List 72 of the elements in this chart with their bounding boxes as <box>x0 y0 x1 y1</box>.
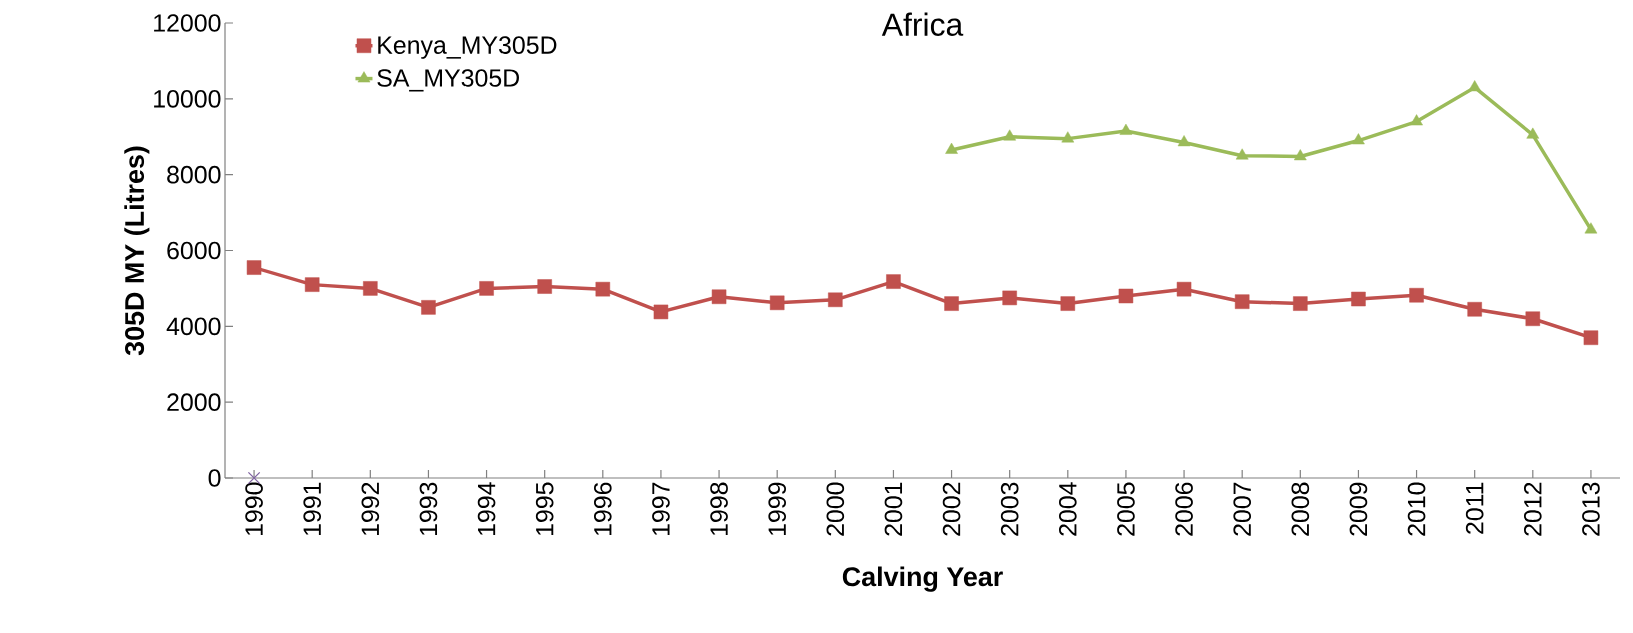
chart-title: Africa <box>881 12 964 36</box>
y-tick-label: 0 <box>208 469 221 487</box>
point <box>1177 135 1191 147</box>
x-tick-label: 2003 <box>1000 482 1019 536</box>
x-tick-label: 2007 <box>1233 482 1252 536</box>
x-tick-label: 1990 <box>245 482 263 536</box>
point <box>828 292 843 308</box>
point <box>1525 311 1541 326</box>
point <box>945 142 958 154</box>
y-tick-label: 8000 <box>167 165 221 184</box>
x-tick-label: 2010 <box>1407 482 1426 536</box>
point <box>1410 114 1423 126</box>
legend-label: SA_MY305D <box>377 69 519 92</box>
point <box>1118 288 1134 304</box>
point <box>421 300 436 315</box>
point <box>886 274 901 289</box>
x-tick-label: 1993 <box>419 482 438 536</box>
x-tick-label: 2013 <box>1582 482 1600 536</box>
x-tick-label: 2000 <box>826 482 845 536</box>
x-tick-label: 2011 <box>1465 482 1484 534</box>
point <box>1235 148 1249 160</box>
point <box>537 279 552 294</box>
x-tick-label: 2001 <box>884 482 903 536</box>
point <box>1467 302 1482 317</box>
point <box>1583 330 1599 345</box>
x-tick-label: 1997 <box>652 482 670 536</box>
x-tick-label: 2009 <box>1349 482 1368 536</box>
point <box>1061 131 1075 143</box>
point <box>246 260 262 275</box>
x-tick-label: 1992 <box>361 482 380 536</box>
x-tick-label: 1998 <box>710 482 728 536</box>
point <box>1234 294 1250 309</box>
point <box>1119 123 1133 135</box>
point <box>479 281 494 296</box>
x-axis-title: Calving Year <box>842 566 1003 592</box>
x-tick-label: 1991 <box>303 482 322 536</box>
point <box>1294 149 1307 161</box>
point <box>1468 80 1481 92</box>
y-tick-label: 6000 <box>167 241 221 260</box>
legend-label: Kenya_MY305D <box>378 36 557 59</box>
point <box>1351 291 1366 307</box>
point <box>1060 296 1076 311</box>
point <box>595 281 611 297</box>
x-tick-label: 1994 <box>477 482 496 536</box>
point <box>944 296 959 311</box>
point <box>1293 296 1308 311</box>
x-tick-label: 2005 <box>1117 482 1135 536</box>
x-tick-label: 2008 <box>1291 482 1310 536</box>
x-tick-label: 2004 <box>1058 482 1077 536</box>
point <box>363 281 378 296</box>
x-tick-label: 1996 <box>594 482 612 536</box>
x-tick-label: 2006 <box>1175 482 1193 536</box>
x-tick-label: 2002 <box>942 482 961 536</box>
point <box>1526 127 1540 139</box>
y-tick-label: 2000 <box>167 393 221 411</box>
point <box>304 277 320 292</box>
point <box>1002 290 1017 306</box>
y-tick-label: 10000 <box>154 90 221 108</box>
y-tick-label: 4000 <box>166 317 221 336</box>
point <box>1176 281 1192 297</box>
y-tick-label: 12000 <box>154 14 221 32</box>
y-axis-title: 305D MY (Litres) <box>124 146 150 356</box>
point <box>1584 222 1598 234</box>
x-tick-label: 1995 <box>535 482 554 536</box>
point <box>769 295 785 311</box>
point <box>653 304 669 320</box>
x-tick-label: 1999 <box>768 482 787 536</box>
point <box>1409 287 1424 303</box>
x-tick-label: 2012 <box>1523 482 1542 536</box>
point <box>1352 133 1365 145</box>
point <box>1003 129 1016 141</box>
point <box>711 289 727 304</box>
